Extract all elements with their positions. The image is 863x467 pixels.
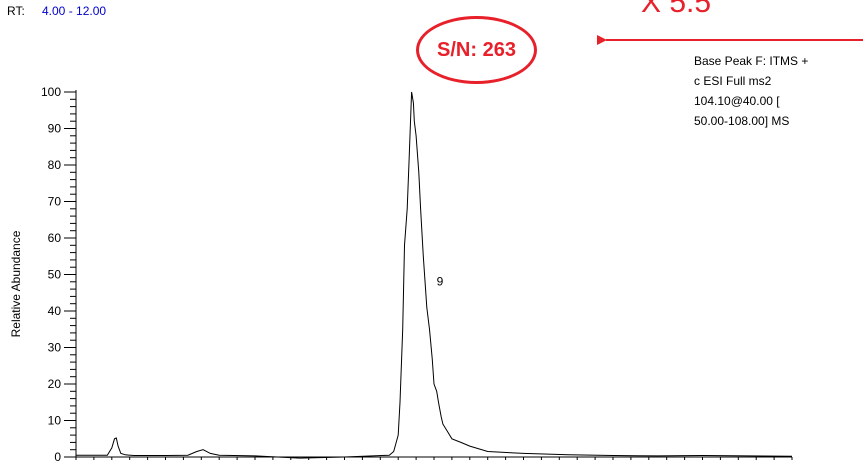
scan-filter-info: Base Peak F: ITMS + c ESI Full ms2 104.1… [694,54,809,128]
y-tick-label-30: 30 [48,341,62,355]
y-tick-label-80: 80 [48,158,62,172]
y-tick-label-10: 10 [48,414,62,428]
y-tick-label-40: 40 [48,304,62,318]
y-tick-label-60: 60 [48,231,62,245]
y-tick-label-100: 100 [41,85,61,99]
chromatogram-trace [76,91,793,459]
peak-label: 9 [437,274,444,288]
y-tick-label-50: 50 [48,268,62,282]
y-tick-label-90: 90 [48,122,62,136]
y-tick-label-0: 0 [54,450,61,464]
y-tick-label-20: 20 [48,377,62,391]
zoom-multiplier-label: X 5.5 [641,0,712,19]
y-axis-label: Relative Abundance [9,230,23,337]
signal-to-noise-badge: S/N: 263 [416,16,537,84]
rt-label: RT: [7,4,25,18]
rt-range-value: 4.00 - 12.00 [42,4,107,18]
y-tick-label-70: 70 [48,195,62,209]
